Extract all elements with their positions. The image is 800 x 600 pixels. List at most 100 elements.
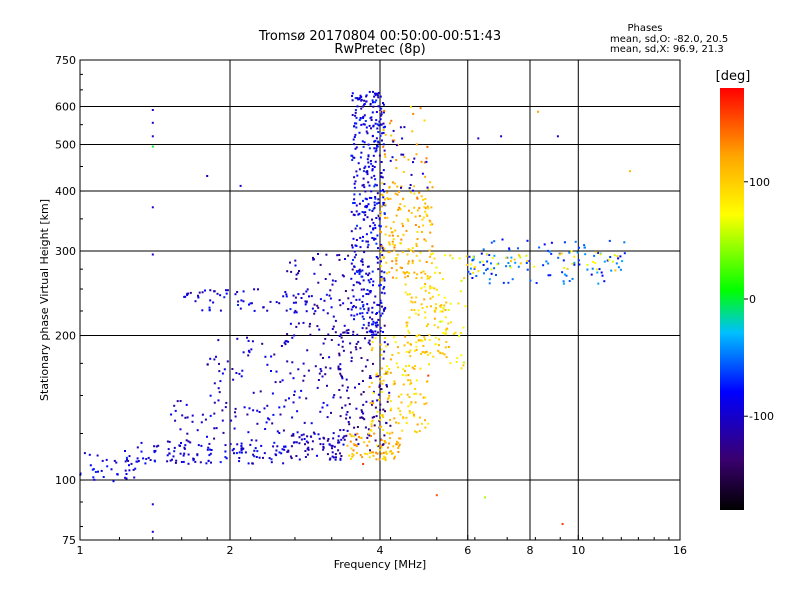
data-point [395,144,398,147]
data-point [271,422,274,425]
data-point [495,274,497,276]
data-point [366,173,369,176]
data-point [351,95,353,97]
data-point [384,216,387,219]
data-point [445,301,448,304]
data-point [387,397,389,400]
data-point [374,197,377,200]
data-point [490,241,493,244]
data-point [144,462,147,465]
data-point [408,364,410,367]
data-point [459,332,462,334]
data-point [361,456,364,459]
data-point [286,360,289,363]
data-point [361,105,364,108]
data-point [255,439,258,442]
data-point [423,206,426,209]
data-point [197,444,200,447]
data-point [348,403,351,406]
data-point [344,258,346,260]
data-point [354,133,357,136]
data-point [393,244,396,247]
data-point [358,202,361,205]
data-point [571,262,574,265]
data-point [339,452,341,455]
data-point [273,441,276,444]
data-point [382,145,385,148]
data-point [397,447,400,450]
data-point [372,392,375,395]
data-point [379,299,382,302]
data-point [375,242,378,245]
data-point [431,186,434,189]
data-point [407,329,410,332]
data-point [433,257,436,260]
data-point [186,432,189,435]
data-point [209,357,212,360]
data-point [378,310,381,313]
data-point [367,143,370,146]
data-point [289,261,291,264]
data-point [338,441,341,444]
data-point [322,448,325,451]
data-point [184,444,187,447]
data-point [345,413,348,416]
data-point [386,197,389,199]
data-point [375,451,377,454]
data-point [359,282,362,285]
data-point [429,231,432,234]
data-point [465,255,468,258]
data-point [426,205,429,208]
data-point [336,254,339,257]
data-point [365,206,368,209]
data-point [311,440,314,443]
y-tick-label: 600 [55,101,76,114]
data-point [372,451,374,454]
data-point [407,248,410,251]
data-point [125,456,128,459]
data-point [595,251,598,254]
data-point [264,428,267,430]
data-point [355,146,358,149]
data-point [407,405,410,408]
data-point [388,394,391,397]
data-point [392,383,395,386]
data-point [206,448,209,451]
data-point [343,438,346,441]
data-point [379,449,382,452]
data-point [358,193,361,196]
data-point [426,275,429,278]
data-point [617,257,620,260]
data-point [389,409,392,412]
data-point [236,443,239,446]
data-point [396,193,399,196]
data-point [364,190,367,193]
data-point [370,119,373,121]
data-point [460,354,463,357]
data-point [371,270,374,273]
data-point [187,453,190,456]
data-point [350,277,353,280]
data-point [353,202,356,204]
data-point [382,408,385,411]
data-point [372,101,374,104]
data-point [210,461,212,464]
data-point [350,262,353,265]
data-point [368,440,371,443]
data-point [359,454,362,456]
data-point [391,431,394,434]
data-point [353,314,356,317]
data-point [357,281,360,284]
data-point [382,451,385,454]
data-point [395,277,398,280]
data-point [100,469,103,472]
data-point [281,448,284,451]
data-point [337,435,340,438]
data-point [223,296,226,299]
data-point [406,275,409,278]
data-point [453,333,455,335]
data-point [408,209,410,212]
data-point [258,411,261,413]
data-point [140,441,143,444]
data-point [302,379,305,382]
